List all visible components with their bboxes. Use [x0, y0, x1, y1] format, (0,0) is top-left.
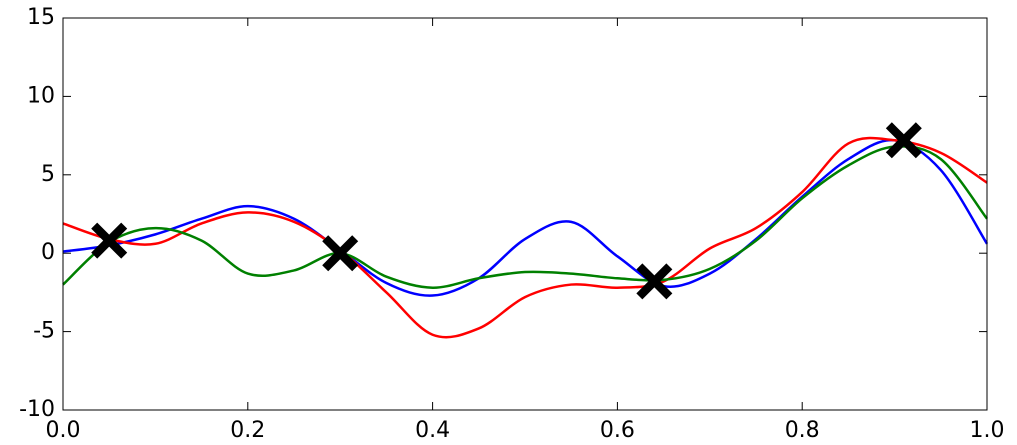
- x-tick-label: 0.0: [46, 418, 81, 443]
- x-tick-label: 0.2: [230, 418, 265, 443]
- plot-area: [63, 18, 987, 410]
- y-tick-label: 15: [27, 5, 55, 30]
- y-tick-label: 5: [41, 162, 55, 187]
- y-tick-label: -10: [19, 397, 55, 422]
- observation-marker: [91, 222, 128, 259]
- x-tick-label: 0.6: [600, 418, 635, 443]
- line-series: [62, 138, 989, 297]
- observation-marker: [636, 263, 673, 300]
- observation-marker: [322, 235, 359, 272]
- y-tick-label: -5: [33, 319, 55, 344]
- line-series: [62, 136, 988, 339]
- line-series: [62, 145, 988, 289]
- x-tick-label: 1.0: [970, 418, 1005, 443]
- y-tick-label: 10: [27, 83, 55, 108]
- x-tick-label: 0.4: [415, 418, 450, 443]
- plot-frame: [62, 17, 988, 411]
- x-tick-label: 0.8: [785, 418, 820, 443]
- observation-marker: [885, 122, 922, 159]
- y-tick-label: 0: [41, 240, 55, 265]
